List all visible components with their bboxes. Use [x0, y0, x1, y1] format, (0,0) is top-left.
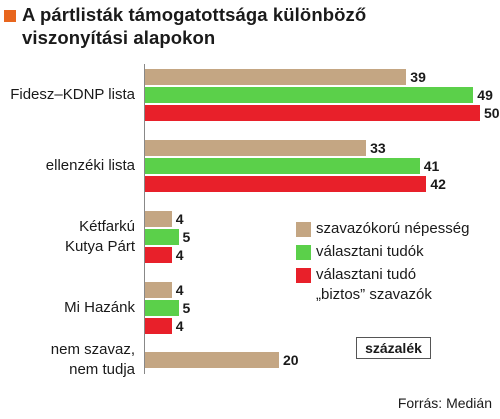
legend-label: szavazókorú népesség [316, 220, 470, 237]
category-label: nem szavaz, [50, 341, 135, 358]
chart-title-line-2: viszonyítási alapokon [22, 27, 216, 48]
bar [145, 158, 420, 174]
bar-value-label: 4 [175, 211, 184, 227]
bar-value-label: 33 [370, 140, 386, 156]
bar [145, 282, 172, 298]
bar [145, 105, 480, 121]
bar-value-label: 41 [423, 158, 440, 174]
bar-value-label: 5 [182, 300, 191, 316]
bar [145, 229, 179, 245]
legend-label: választani tudó [316, 266, 417, 283]
category-label: nem tudja [69, 361, 135, 378]
bar [145, 352, 279, 368]
chart-title-line-1: A pártlisták támogatottsága különböző [22, 4, 367, 25]
unit-label: százalék [356, 337, 431, 359]
bar [145, 247, 172, 263]
bar-value-label: 20 [283, 352, 299, 368]
title-marker [4, 10, 16, 22]
category-label: ellenzéki lista [45, 157, 135, 174]
bar-value-label: 49 [477, 87, 493, 103]
legend-swatch [296, 245, 311, 260]
bar [145, 87, 474, 103]
category-label: Mi Hazánk [64, 299, 135, 316]
bar-value-label: 50 [484, 105, 500, 121]
bar [145, 176, 427, 192]
legend-label: választani tudók [316, 243, 424, 260]
bar-value-label: 4 [175, 318, 184, 334]
legend-swatch [296, 268, 311, 283]
bar [145, 318, 172, 334]
bar [145, 140, 367, 156]
category-axis-line [144, 64, 145, 374]
category-label: Kutya Párt [64, 238, 135, 255]
legend-label: „biztos” szavazók [316, 286, 432, 303]
bar [145, 69, 407, 85]
bar-value-label: 42 [430, 176, 446, 192]
source-note: Forrás: Medián [397, 395, 492, 411]
category-label: Fidesz–KDNP lista [10, 86, 135, 103]
bar-value-label: 5 [182, 229, 191, 245]
legend-swatch [296, 222, 311, 237]
bar-value-label: 39 [410, 69, 426, 85]
bar [145, 300, 179, 316]
bar-value-label: 4 [175, 247, 184, 263]
bar [145, 211, 172, 227]
bar-value-label: 4 [175, 282, 184, 298]
category-label: Kétfarkú [79, 218, 135, 235]
